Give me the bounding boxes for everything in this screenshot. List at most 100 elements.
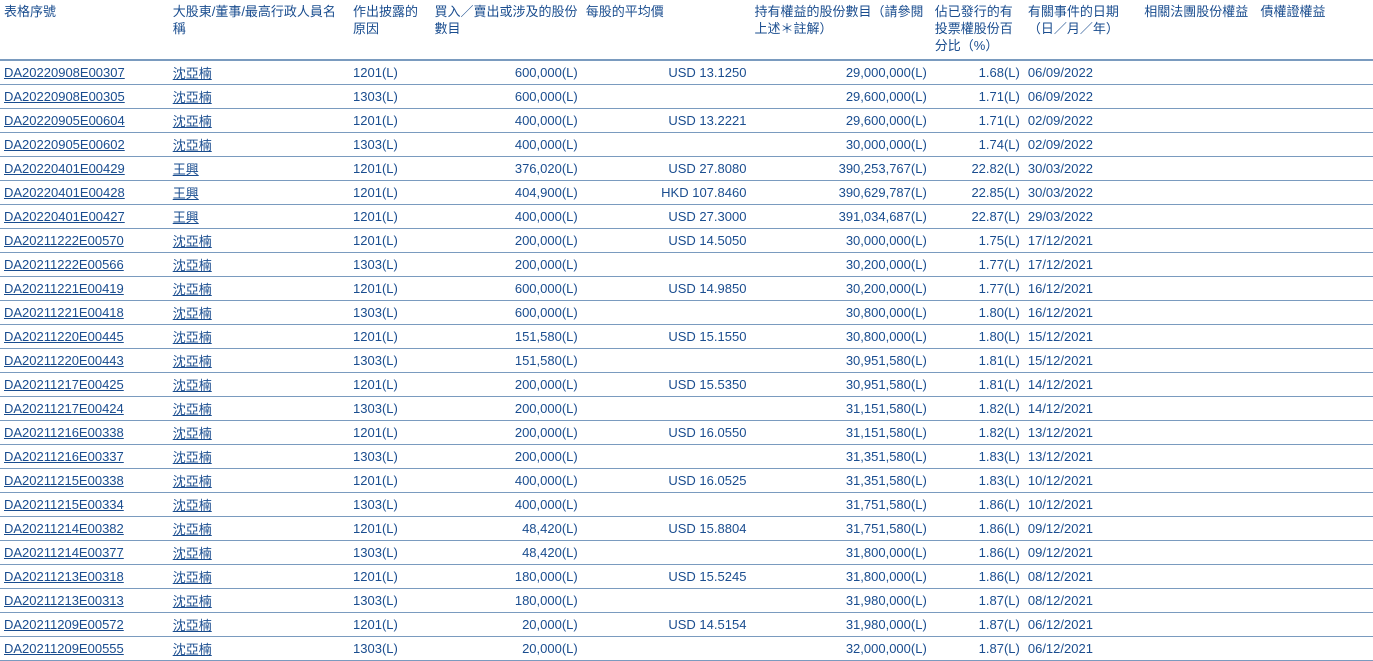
shareholder-name-link[interactable]: 沈亞楠 — [173, 330, 212, 345]
shareholder-name-link[interactable]: 沈亞楠 — [173, 258, 212, 273]
cell-form_no[interactable]: DA20220908E00305 — [0, 84, 169, 108]
cell-name[interactable]: 沈亞楠 — [169, 612, 349, 636]
cell-name[interactable]: 沈亞楠 — [169, 84, 349, 108]
form-number-link[interactable]: DA20220401E00428 — [4, 185, 125, 200]
form-number-link[interactable]: DA20211217E00424 — [4, 401, 124, 416]
shareholder-name-link[interactable]: 沈亞楠 — [173, 618, 212, 633]
cell-form_no[interactable]: DA20211222E00566 — [0, 252, 169, 276]
cell-name[interactable]: 沈亞楠 — [169, 300, 349, 324]
form-number-link[interactable]: DA20220401E00427 — [4, 209, 125, 224]
form-number-link[interactable]: DA20211220E00443 — [4, 353, 124, 368]
cell-form_no[interactable]: DA20211216E00338 — [0, 420, 169, 444]
cell-form_no[interactable]: DA20211214E00382 — [0, 516, 169, 540]
cell-form_no[interactable]: DA20220401E00427 — [0, 204, 169, 228]
shareholder-name-link[interactable]: 沈亞楠 — [173, 642, 212, 657]
cell-form_no[interactable]: DA20211222E00570 — [0, 228, 169, 252]
cell-name[interactable]: 沈亞楠 — [169, 372, 349, 396]
form-number-link[interactable]: DA20211216E00338 — [4, 425, 124, 440]
cell-name[interactable]: 沈亞楠 — [169, 228, 349, 252]
cell-form_no[interactable]: DA20211213E00313 — [0, 588, 169, 612]
form-number-link[interactable]: DA20220905E00602 — [4, 137, 125, 152]
cell-name[interactable]: 沈亞楠 — [169, 564, 349, 588]
cell-form_no[interactable]: DA20211221E00418 — [0, 300, 169, 324]
cell-form_no[interactable]: DA20211220E00443 — [0, 348, 169, 372]
shareholder-name-link[interactable]: 沈亞楠 — [173, 594, 212, 609]
form-number-link[interactable]: DA20220908E00307 — [4, 65, 125, 80]
cell-name[interactable]: 沈亞楠 — [169, 252, 349, 276]
cell-form_no[interactable]: DA20211216E00337 — [0, 444, 169, 468]
shareholder-name-link[interactable]: 沈亞楠 — [173, 474, 212, 489]
cell-form_no[interactable]: DA20220905E00604 — [0, 108, 169, 132]
cell-form_no[interactable]: DA20211221E00419 — [0, 276, 169, 300]
cell-form_no[interactable]: DA20211214E00377 — [0, 540, 169, 564]
form-number-link[interactable]: DA20211209E00572 — [4, 617, 124, 632]
cell-name[interactable]: 沈亞楠 — [169, 132, 349, 156]
cell-name[interactable]: 沈亞楠 — [169, 444, 349, 468]
cell-name[interactable]: 沈亞楠 — [169, 636, 349, 660]
cell-name[interactable]: 沈亞楠 — [169, 588, 349, 612]
cell-name[interactable]: 沈亞楠 — [169, 420, 349, 444]
shareholder-name-link[interactable]: 沈亞楠 — [173, 282, 212, 297]
shareholder-name-link[interactable]: 沈亞楠 — [173, 306, 212, 321]
cell-name[interactable]: 沈亞楠 — [169, 348, 349, 372]
shareholder-name-link[interactable]: 沈亞楠 — [173, 90, 212, 105]
shareholder-name-link[interactable]: 王興 — [173, 186, 199, 201]
cell-name[interactable]: 王興 — [169, 204, 349, 228]
form-number-link[interactable]: DA20211213E00313 — [4, 593, 124, 608]
cell-form_no[interactable]: DA20211217E00424 — [0, 396, 169, 420]
shareholder-name-link[interactable]: 沈亞楠 — [173, 66, 212, 81]
shareholder-name-link[interactable]: 沈亞楠 — [173, 498, 212, 513]
cell-name[interactable]: 沈亞楠 — [169, 108, 349, 132]
cell-form_no[interactable]: DA20211215E00334 — [0, 492, 169, 516]
cell-form_no[interactable]: DA20220905E00602 — [0, 132, 169, 156]
shareholder-name-link[interactable]: 沈亞楠 — [173, 570, 212, 585]
shareholder-name-link[interactable]: 沈亞楠 — [173, 138, 212, 153]
form-number-link[interactable]: DA20211221E00419 — [4, 281, 124, 296]
cell-name[interactable]: 沈亞楠 — [169, 60, 349, 85]
shareholder-name-link[interactable]: 沈亞楠 — [173, 522, 212, 537]
cell-name[interactable]: 王興 — [169, 156, 349, 180]
form-number-link[interactable]: DA20220905E00604 — [4, 113, 125, 128]
form-number-link[interactable]: DA20211222E00570 — [4, 233, 124, 248]
shareholder-name-link[interactable]: 沈亞楠 — [173, 354, 212, 369]
shareholder-name-link[interactable]: 沈亞楠 — [173, 378, 212, 393]
shareholder-name-link[interactable]: 沈亞楠 — [173, 426, 212, 441]
form-number-link[interactable]: DA20211214E00377 — [4, 545, 124, 560]
form-number-link[interactable]: DA20211221E00418 — [4, 305, 124, 320]
form-number-link[interactable]: DA20211222E00566 — [4, 257, 124, 272]
shareholder-name-link[interactable]: 沈亞楠 — [173, 234, 212, 249]
cell-name[interactable]: 沈亞楠 — [169, 276, 349, 300]
shareholder-name-link[interactable]: 沈亞楠 — [173, 402, 212, 417]
shareholder-name-link[interactable]: 沈亞楠 — [173, 450, 212, 465]
cell-form_no[interactable]: DA20220401E00428 — [0, 180, 169, 204]
form-number-link[interactable]: DA20211217E00425 — [4, 377, 124, 392]
cell-name[interactable]: 沈亞楠 — [169, 468, 349, 492]
cell-name[interactable]: 沈亞楠 — [169, 516, 349, 540]
form-number-link[interactable]: DA20220401E00429 — [4, 161, 125, 176]
cell-name[interactable]: 沈亞楠 — [169, 492, 349, 516]
cell-form_no[interactable]: DA20211217E00425 — [0, 372, 169, 396]
form-number-link[interactable]: DA20220908E00305 — [4, 89, 125, 104]
form-number-link[interactable]: DA20211215E00338 — [4, 473, 124, 488]
form-number-link[interactable]: DA20211215E00334 — [4, 497, 124, 512]
form-number-link[interactable]: DA20211209E00555 — [4, 641, 124, 656]
form-number-link[interactable]: DA20211214E00382 — [4, 521, 124, 536]
shareholder-name-link[interactable]: 王興 — [173, 162, 199, 177]
cell-form_no[interactable]: DA20220401E00429 — [0, 156, 169, 180]
cell-form_no[interactable]: DA20211209E00572 — [0, 612, 169, 636]
cell-name[interactable]: 王興 — [169, 180, 349, 204]
form-number-link[interactable]: DA20211216E00337 — [4, 449, 124, 464]
shareholder-name-link[interactable]: 沈亞楠 — [173, 114, 212, 129]
cell-name[interactable]: 沈亞楠 — [169, 540, 349, 564]
cell-name[interactable]: 沈亞楠 — [169, 324, 349, 348]
cell-form_no[interactable]: DA20211220E00445 — [0, 324, 169, 348]
cell-form_no[interactable]: DA20211215E00338 — [0, 468, 169, 492]
form-number-link[interactable]: DA20211220E00445 — [4, 329, 124, 344]
cell-form_no[interactable]: DA20211213E00318 — [0, 564, 169, 588]
shareholder-name-link[interactable]: 沈亞楠 — [173, 546, 212, 561]
cell-form_no[interactable]: DA20211209E00555 — [0, 636, 169, 660]
cell-name[interactable]: 沈亞楠 — [169, 396, 349, 420]
cell-form_no[interactable]: DA20220908E00307 — [0, 60, 169, 85]
shareholder-name-link[interactable]: 王興 — [173, 210, 199, 225]
form-number-link[interactable]: DA20211213E00318 — [4, 569, 124, 584]
